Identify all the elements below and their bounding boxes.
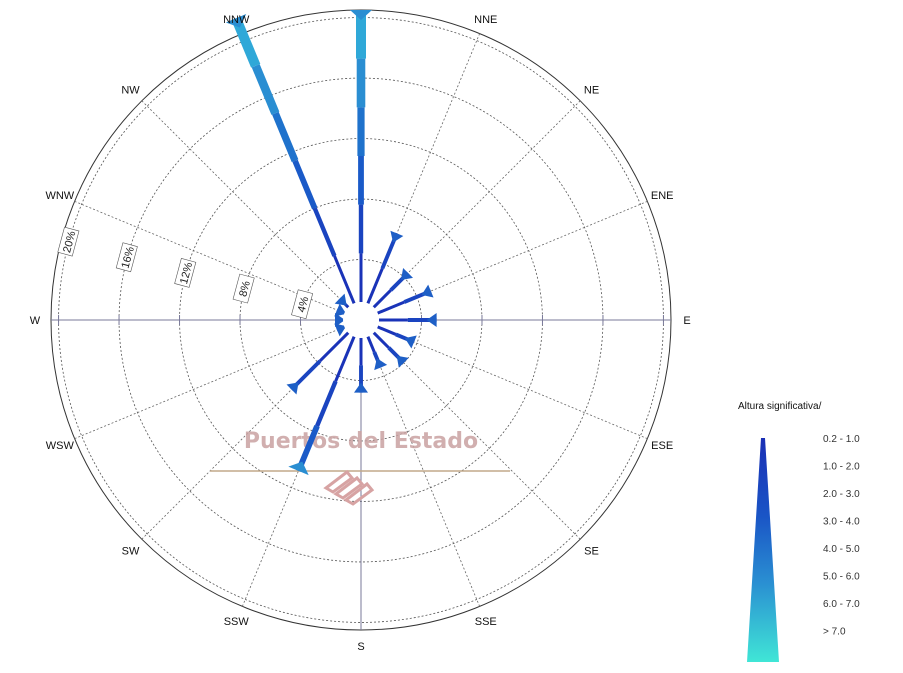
direction-label-SW: SW — [122, 546, 140, 558]
legend-gradient-wedge — [747, 438, 779, 662]
watermark-text: Puertos del Estado — [244, 429, 478, 454]
direction-label-NE: NE — [584, 84, 599, 96]
direction-label-SSE: SSE — [475, 616, 497, 628]
legend: Altura significativa/ 0.2 - 1.0 1.0 - 2.0… — [738, 401, 860, 662]
petal-band — [366, 336, 376, 353]
legend-item: 2.0 - 3.0 — [823, 489, 860, 500]
petal-head — [334, 293, 347, 306]
direction-label-NNW: NNW — [223, 14, 250, 26]
petal-W — [335, 313, 345, 327]
petal-head — [354, 382, 368, 393]
petal-NNW — [225, 14, 356, 304]
watermark: Puertos del Estado — [210, 429, 510, 506]
petal-head — [334, 323, 347, 337]
petal-head — [374, 358, 388, 371]
legend-item: 4.0 - 5.0 — [823, 544, 860, 555]
svg-text:4%: 4% — [296, 295, 312, 314]
petal-head — [335, 313, 345, 327]
petal-head — [350, 10, 372, 20]
direction-label-E: E — [683, 315, 690, 327]
petal-band — [334, 336, 356, 382]
legend-item: 6.0 - 7.0 — [823, 599, 860, 610]
center-hole — [343, 302, 379, 338]
petal-S — [354, 338, 368, 393]
petals — [225, 10, 437, 476]
direction-label-NNE: NNE — [474, 14, 497, 26]
watermark-logo — [323, 469, 375, 506]
direction-label-WNW: WNW — [45, 190, 74, 202]
direction-label-WSW: WSW — [46, 440, 75, 452]
petal-NE — [372, 268, 413, 309]
petal-NW — [334, 293, 350, 309]
petal-band — [366, 267, 384, 304]
petal-head — [426, 313, 437, 327]
ring-labels: 4% 8% 12% 16% 20% — [57, 226, 314, 320]
ring-label: 8% — [232, 273, 255, 304]
petal-band — [372, 289, 392, 309]
direction-label-SE: SE — [584, 546, 599, 558]
ring-label: 20% — [57, 226, 80, 257]
ring-label: 16% — [115, 242, 138, 273]
petal-band — [315, 380, 338, 427]
petal-band — [377, 325, 397, 336]
petal-head — [225, 14, 247, 28]
petal-head — [400, 268, 413, 281]
direction-label-W: W — [30, 315, 41, 327]
direction-label-ENE: ENE — [651, 190, 674, 202]
svg-text:8%: 8% — [237, 280, 253, 299]
direction-label-S: S — [357, 641, 364, 653]
petal-head — [286, 382, 299, 395]
direction-label-SSW: SSW — [224, 616, 250, 628]
petal-head — [288, 461, 309, 476]
direction-labels: NNE NE ENE E ESE SE SSE S SSW SW WSW W WNW NW NNW — [30, 14, 691, 653]
petal-N — [350, 10, 372, 302]
legend-item: 0.2 - 1.0 — [823, 434, 860, 445]
petal-band — [292, 159, 318, 210]
petal-SW — [286, 331, 350, 395]
petal-head — [421, 284, 434, 298]
petal-band — [333, 255, 356, 304]
petal-ENE — [377, 284, 434, 315]
svg-text:12%: 12% — [178, 261, 195, 286]
legend-title: Altura significativa/ — [738, 401, 822, 412]
petal-WSW — [334, 323, 347, 337]
petal-SSW — [288, 336, 356, 476]
petal-band — [377, 300, 405, 315]
petal-band — [251, 64, 280, 115]
petal-head — [404, 335, 417, 349]
petal-SSE — [366, 336, 388, 371]
direction-label-NW: NW — [121, 84, 140, 96]
petal-WNW — [334, 303, 347, 317]
ring-label: 4% — [291, 289, 314, 320]
petal-band — [312, 207, 337, 257]
petal-NNE — [366, 230, 404, 304]
legend-item: > 7.0 — [823, 627, 846, 638]
petal-head — [396, 355, 409, 368]
petal-SE — [372, 331, 409, 368]
petal-head — [334, 303, 347, 317]
svg-text:16%: 16% — [120, 245, 137, 270]
petal-band — [372, 331, 390, 349]
legend-item: 1.0 - 2.0 — [823, 462, 860, 473]
petal-band — [318, 331, 350, 363]
petal-band — [272, 111, 299, 163]
svg-text:20%: 20% — [61, 230, 78, 255]
legend-item: 3.0 - 4.0 — [823, 517, 860, 528]
petal-ESE — [377, 325, 417, 349]
petal-E — [379, 313, 437, 327]
direction-label-ESE: ESE — [651, 440, 673, 452]
ring-label: 12% — [174, 258, 197, 288]
legend-item: 5.0 - 6.0 — [823, 572, 860, 583]
petal-head — [390, 230, 404, 243]
